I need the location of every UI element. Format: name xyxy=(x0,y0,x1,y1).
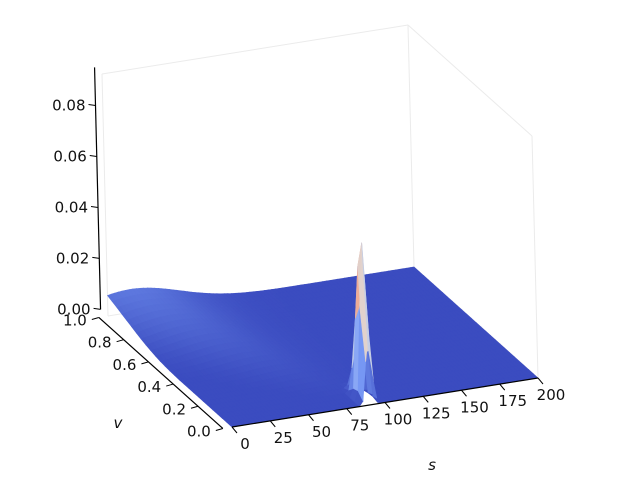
ticks: 0 25 50 75 100 125 150 175 200 0.00.20.40.60.81.0… xyxy=(52,97,565,453)
s-tick-label: 175 xyxy=(498,392,527,410)
y-axis-title: v xyxy=(114,414,124,432)
s-tick xyxy=(499,383,506,391)
s-tick-label: 0 xyxy=(240,435,250,453)
s-tick xyxy=(461,389,467,397)
v-tick xyxy=(190,405,199,409)
pane-edge xyxy=(101,24,409,75)
v-tick xyxy=(215,427,223,431)
z-tick xyxy=(89,155,97,157)
s-tick-label: 75 xyxy=(350,417,369,435)
v-tick-label: 0.4 xyxy=(137,378,161,396)
surface xyxy=(107,242,539,428)
pane-edge xyxy=(407,24,533,137)
v-tick-label: 1.0 xyxy=(63,311,87,329)
v-tick-label: 0.0 xyxy=(187,422,211,440)
s-tick xyxy=(346,408,353,415)
s-tick-label: 25 xyxy=(274,429,293,447)
v-tick-label: 0.2 xyxy=(162,400,186,418)
pane-edge xyxy=(531,135,539,379)
s-tick-label: 150 xyxy=(460,398,489,416)
pane-edge xyxy=(101,73,109,317)
v-axis-line xyxy=(98,317,224,429)
s-tick-label: 125 xyxy=(422,404,451,422)
s-tick-label: 200 xyxy=(537,386,566,404)
s-tick xyxy=(422,396,429,403)
z-tick xyxy=(90,205,99,208)
s-tick xyxy=(269,420,276,428)
v-tick-label: 0.8 xyxy=(88,334,112,352)
z-tick xyxy=(92,256,100,259)
z-tick-label: 0.06 xyxy=(53,147,86,165)
z-tick-label: 0.00 xyxy=(57,300,90,318)
x-axis-title: s xyxy=(428,456,436,474)
z-tick-label: 0.04 xyxy=(55,198,88,216)
z-tick-label: 0.02 xyxy=(56,249,89,267)
s-tick-label: 100 xyxy=(384,411,413,429)
z-axis-line xyxy=(93,67,102,310)
pane-edge xyxy=(407,24,415,268)
v-tick xyxy=(91,316,99,320)
s-tick-label: 50 xyxy=(312,423,331,441)
s-tick xyxy=(537,377,544,385)
z-tick xyxy=(93,307,101,310)
v-tick xyxy=(116,339,124,343)
s-tick xyxy=(231,426,238,434)
z-tick xyxy=(88,104,96,107)
s-tick xyxy=(384,402,391,409)
z-tick-label: 0.08 xyxy=(52,97,85,115)
v-tick xyxy=(166,383,174,387)
s-tick xyxy=(308,414,314,422)
v-tick xyxy=(141,361,149,365)
v-tick-label: 0.6 xyxy=(113,356,137,374)
